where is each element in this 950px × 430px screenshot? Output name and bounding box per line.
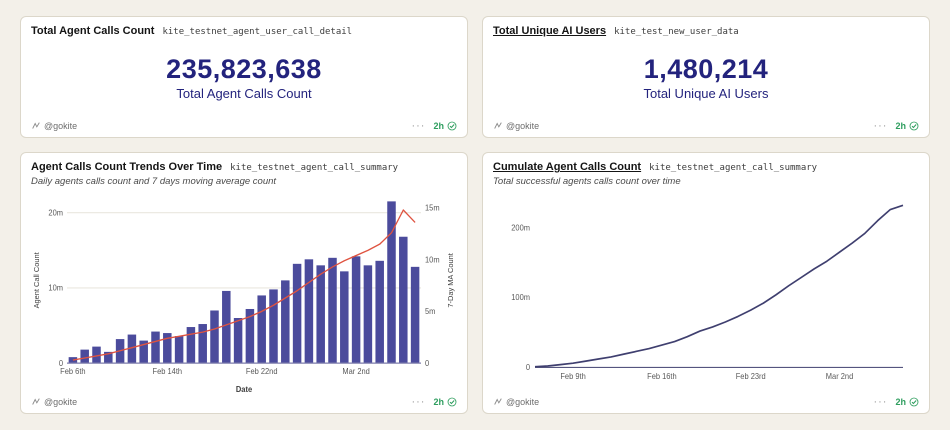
svg-text:10m: 10m xyxy=(48,283,63,292)
card-footer: @gokite ··· 2h xyxy=(493,396,919,408)
svg-text:0: 0 xyxy=(59,359,63,368)
panel-total-unique-ai-users: Total Unique AI Users kite_test_new_user… xyxy=(482,16,930,138)
footer-right: ··· 2h xyxy=(411,120,457,132)
dataset-name[interactable]: kite_testnet_agent_call_summary xyxy=(649,163,818,173)
author-link[interactable]: @gokite xyxy=(493,397,539,407)
refresh-age[interactable]: 2h xyxy=(895,121,919,131)
panel-title[interactable]: Cumulate Agent Calls Count xyxy=(493,161,642,173)
card-footer: @gokite ··· 2h xyxy=(31,396,457,408)
check-circle-icon xyxy=(909,397,919,407)
author-handle: @gokite xyxy=(44,121,78,131)
svg-text:7-Day MA Count: 7-Day MA Count xyxy=(446,253,455,307)
cumulative-chart[interactable]: 0 100m 200m Feb 9th Feb 16th Feb 23rd Mar 2nd xyxy=(493,187,919,395)
svg-text:Feb 14th: Feb 14th xyxy=(153,367,183,376)
svg-text:Agent Call Count: Agent Call Count xyxy=(32,252,41,308)
options-menu[interactable]: ··· xyxy=(411,396,426,408)
panel-subtitle: Total successful agents calls count over… xyxy=(493,176,681,187)
svg-text:Date: Date xyxy=(236,385,253,394)
author-handle: @gokite xyxy=(44,397,78,407)
svg-text:Mar 2nd: Mar 2nd xyxy=(342,367,369,376)
dataset-name[interactable]: kite_testnet_agent_user_call_detail xyxy=(162,27,353,37)
refresh-age[interactable]: 2h xyxy=(433,121,457,131)
refresh-age[interactable]: 2h xyxy=(433,397,457,407)
footer-right: ··· 2h xyxy=(873,120,919,132)
panel-header: Agent Calls Count Trends Over Time kite_… xyxy=(31,161,457,173)
panel-header: Cumulate Agent Calls Count kite_testnet_… xyxy=(493,161,919,173)
panel-header: Total Agent Calls Count kite_testnet_age… xyxy=(31,25,457,37)
counter: 1,480,214 Total Unique AI Users xyxy=(493,37,919,119)
svg-text:Feb 23rd: Feb 23rd xyxy=(736,372,766,381)
panel-subtitle: Daily agents calls count and 7 days movi… xyxy=(31,176,277,187)
options-menu[interactable]: ··· xyxy=(873,396,888,408)
options-menu[interactable]: ··· xyxy=(873,120,888,132)
svg-text:Mar 2nd: Mar 2nd xyxy=(826,372,853,381)
svg-text:100m: 100m xyxy=(511,293,530,302)
check-circle-icon xyxy=(447,121,457,131)
counter-label: Total Unique AI Users xyxy=(643,86,769,102)
age-text: 2h xyxy=(895,121,906,131)
author-link[interactable]: @gokite xyxy=(31,121,77,131)
dataset-name[interactable]: kite_testnet_agent_call_summary xyxy=(230,163,399,173)
footer-right: ··· 2h xyxy=(873,396,919,408)
panel-cumulative-agent-calls: Cumulate Agent Calls Count kite_testnet_… xyxy=(482,152,930,414)
author-link[interactable]: @gokite xyxy=(31,397,77,407)
trends-chart[interactable]: 0 10m 20m 0 5m 10m 15m Feb 6th Feb 14th Feb 22nd M… xyxy=(31,187,457,395)
author-handle: @gokite xyxy=(506,121,540,131)
svg-text:Feb 22nd: Feb 22nd xyxy=(246,367,278,376)
counter-value: 1,480,214 xyxy=(643,53,769,84)
check-circle-icon xyxy=(447,397,457,407)
age-text: 2h xyxy=(433,397,444,407)
dataset-name[interactable]: kite_test_new_user_data xyxy=(614,27,739,37)
creator-icon xyxy=(494,398,502,405)
panel-title[interactable]: Total Unique AI Users xyxy=(493,25,607,37)
creator-icon xyxy=(32,398,40,405)
panel-agent-calls-trends: Agent Calls Count Trends Over Time kite_… xyxy=(20,152,468,414)
svg-text:200m: 200m xyxy=(511,223,530,232)
svg-text:10m: 10m xyxy=(425,255,440,264)
refresh-age[interactable]: 2h xyxy=(895,397,919,407)
creator-icon xyxy=(494,122,502,129)
panel-total-agent-calls: Total Agent Calls Count kite_testnet_age… xyxy=(20,16,468,138)
svg-text:5m: 5m xyxy=(425,307,435,316)
svg-text:Feb 9th: Feb 9th xyxy=(560,372,585,381)
footer-right: ··· 2h xyxy=(411,396,457,408)
svg-text:Feb 16th: Feb 16th xyxy=(647,372,677,381)
panel-title[interactable]: Agent Calls Count Trends Over Time xyxy=(31,161,223,173)
svg-text:15m: 15m xyxy=(425,203,440,212)
svg-text:20m: 20m xyxy=(48,208,63,217)
panel-header: Total Unique AI Users kite_test_new_user… xyxy=(493,25,919,37)
counter-label: Total Agent Calls Count xyxy=(176,86,312,102)
author-handle: @gokite xyxy=(506,397,540,407)
age-text: 2h xyxy=(895,397,906,407)
card-footer: @gokite ··· 2h xyxy=(31,120,457,132)
counter-value: 235,823,638 xyxy=(166,53,322,84)
panel-title[interactable]: Total Agent Calls Count xyxy=(31,25,155,37)
creator-icon xyxy=(32,122,40,129)
svg-text:0: 0 xyxy=(425,359,429,368)
svg-text:Feb 6th: Feb 6th xyxy=(60,367,85,376)
age-text: 2h xyxy=(433,121,444,131)
author-link[interactable]: @gokite xyxy=(493,121,539,131)
options-menu[interactable]: ··· xyxy=(411,120,426,132)
card-footer: @gokite ··· 2h xyxy=(493,120,919,132)
check-circle-icon xyxy=(909,121,919,131)
counter: 235,823,638 Total Agent Calls Count xyxy=(31,37,457,119)
svg-text:0: 0 xyxy=(526,363,530,372)
